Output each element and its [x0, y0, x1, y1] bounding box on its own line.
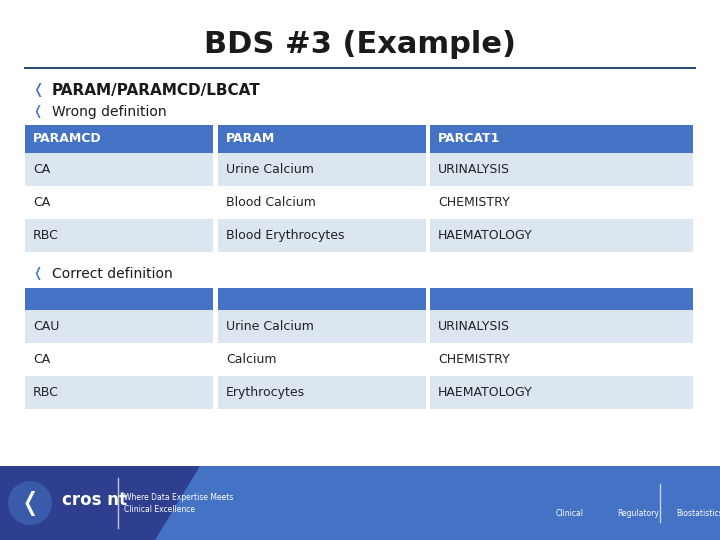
Text: CHEMISTRY: CHEMISTRY	[438, 196, 510, 209]
Text: PARAMCD: PARAMCD	[33, 132, 102, 145]
Polygon shape	[0, 466, 200, 540]
Text: Biostatistics: Biostatistics	[677, 509, 720, 517]
Text: HAEMATOLOGY: HAEMATOLOGY	[438, 386, 533, 399]
Bar	[0, 466, 720, 540]
Text: PARCAT1: PARCAT1	[438, 132, 500, 145]
Bar	[25, 288, 213, 310]
Bar	[218, 186, 426, 219]
Bar	[218, 376, 426, 409]
Text: CHEMISTRY: CHEMISTRY	[438, 353, 510, 366]
Text: PARAM: PARAM	[226, 132, 275, 145]
Text: CAU: CAU	[33, 320, 59, 333]
Bar	[218, 153, 426, 186]
Text: ❬: ❬	[32, 83, 44, 97]
Bar	[25, 343, 213, 376]
Bar	[25, 219, 213, 252]
Bar	[25, 125, 213, 153]
Bar	[218, 125, 426, 153]
Text: ❬: ❬	[19, 490, 40, 516]
Text: cros nt: cros nt	[62, 491, 127, 509]
Text: Clinical Excellence: Clinical Excellence	[124, 504, 195, 514]
Text: BDS #3 (Example): BDS #3 (Example)	[204, 30, 516, 59]
Bar	[430, 343, 693, 376]
Bar	[430, 219, 693, 252]
Bar	[25, 153, 213, 186]
Text: Erythrocytes: Erythrocytes	[226, 386, 305, 399]
Bar	[25, 310, 213, 343]
Text: Correct definition: Correct definition	[52, 267, 173, 281]
Text: ❬: ❬	[32, 267, 43, 280]
Text: CA: CA	[33, 163, 50, 176]
Text: URINALYSIS: URINALYSIS	[438, 320, 510, 333]
Text: PARAM/PARAMCD/LBCAT: PARAM/PARAMCD/LBCAT	[52, 83, 261, 98]
Text: RBC: RBC	[33, 229, 59, 242]
Text: Wrong definition: Wrong definition	[52, 105, 166, 119]
Bar	[218, 310, 426, 343]
Text: HAEMATOLOGY: HAEMATOLOGY	[438, 229, 533, 242]
Text: ❬: ❬	[32, 105, 43, 118]
Text: Urine Calcium: Urine Calcium	[226, 320, 314, 333]
Text: CA: CA	[33, 196, 50, 209]
Bar	[218, 288, 426, 310]
Text: Urine Calcium: Urine Calcium	[226, 163, 314, 176]
Text: URINALYSIS: URINALYSIS	[438, 163, 510, 176]
Bar	[218, 219, 426, 252]
Text: Blood Calcium: Blood Calcium	[226, 196, 316, 209]
Bar	[430, 125, 693, 153]
Text: Regulatory: Regulatory	[617, 509, 659, 517]
Bar	[430, 186, 693, 219]
Text: RBC: RBC	[33, 386, 59, 399]
Circle shape	[8, 481, 52, 525]
Text: Blood Erythrocytes: Blood Erythrocytes	[226, 229, 344, 242]
Text: Calcium: Calcium	[226, 353, 276, 366]
Text: CA: CA	[33, 353, 50, 366]
Text: Where Data Expertise Meets: Where Data Expertise Meets	[124, 492, 233, 502]
Bar	[25, 376, 213, 409]
Bar	[430, 310, 693, 343]
Bar	[218, 343, 426, 376]
Bar	[430, 153, 693, 186]
Bar	[25, 186, 213, 219]
Bar	[430, 376, 693, 409]
Text: Clinical: Clinical	[556, 509, 584, 517]
Bar	[430, 288, 693, 310]
